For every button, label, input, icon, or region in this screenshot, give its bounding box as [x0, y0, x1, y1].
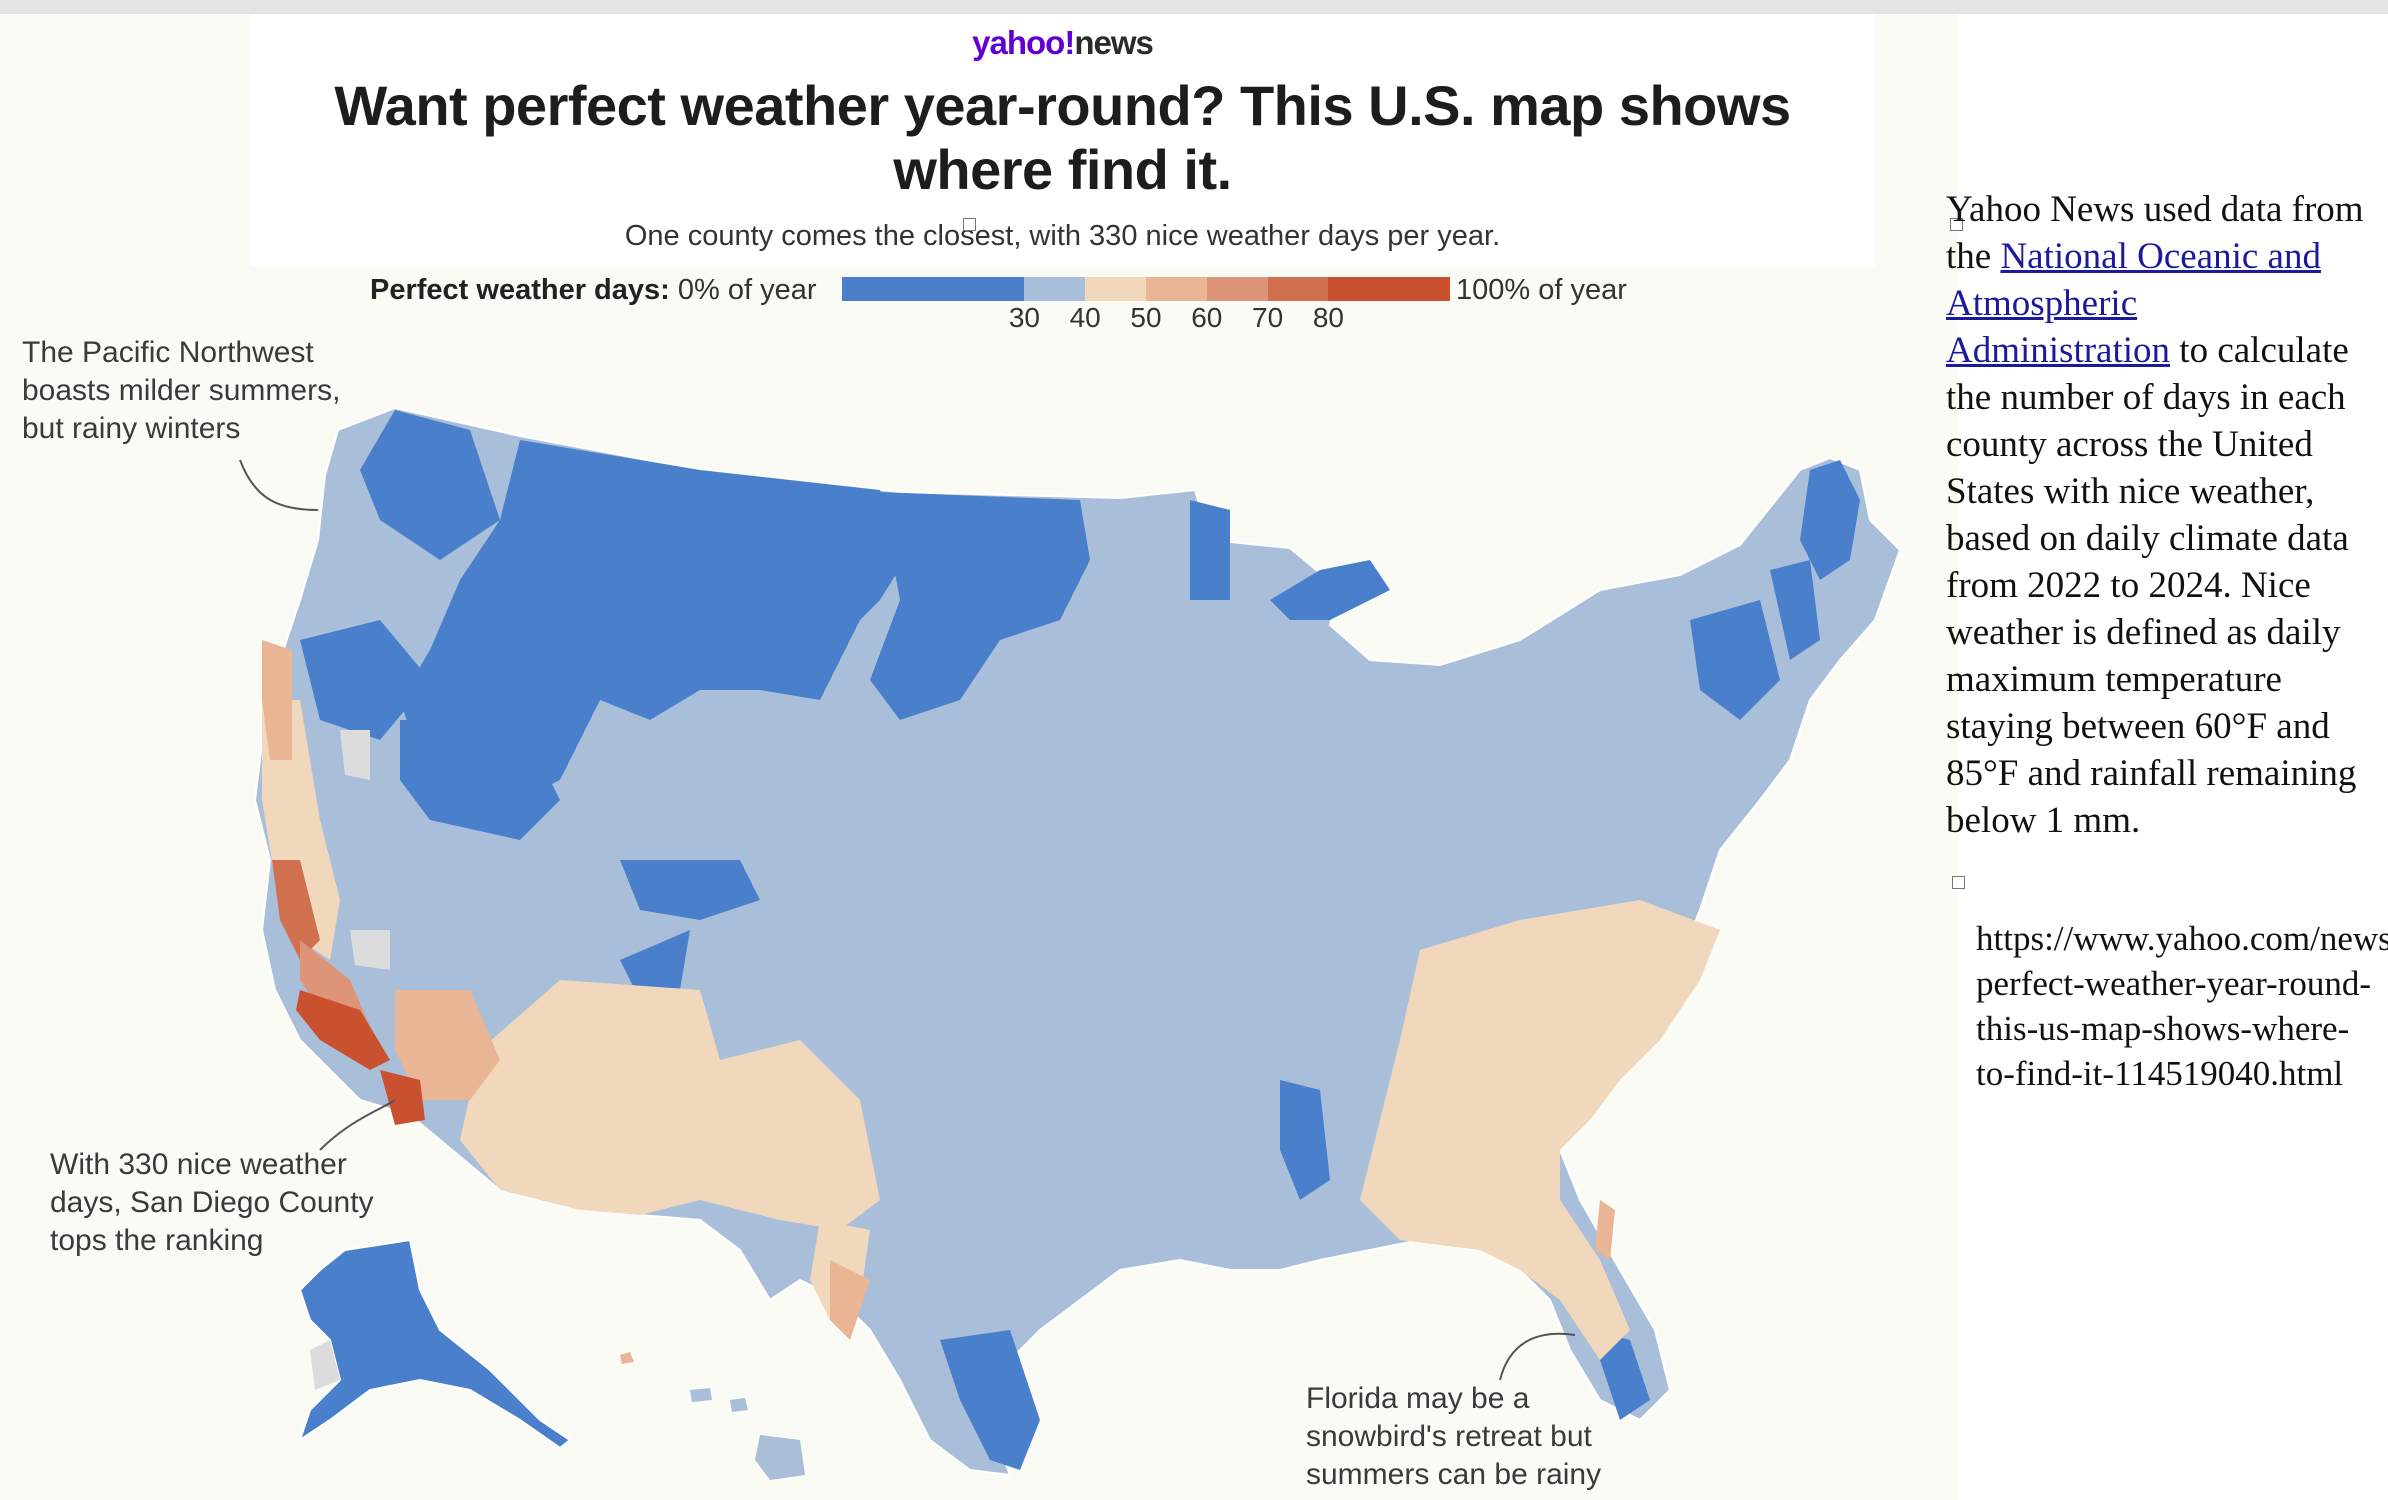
legend-end-label: 100% of year [1456, 274, 1627, 306]
text-cursor-marker [1950, 218, 1963, 231]
region-southeast-tan [1360, 900, 1720, 1360]
region-new-york-blue [1690, 600, 1780, 720]
hawaii-island-2 [690, 1388, 712, 1402]
article-headline: Want perfect weather year-round? This U.… [334, 74, 1791, 201]
region-colorado-blue [620, 860, 760, 920]
text-cursor-marker [963, 218, 976, 231]
region-idaho-nevada-blue [400, 720, 560, 840]
source-url[interactable]: https://www.yahoo.com/news/want-perfect-… [1976, 919, 2388, 1093]
san-diego-leader-line [319, 1099, 396, 1151]
yahoo-news-logo[interactable]: yahoo!news [250, 24, 1875, 62]
legend-bin-3 [1145, 277, 1207, 301]
region-no-data-nevada [340, 730, 370, 780]
text-cursor-marker [1952, 876, 1965, 889]
legend-bin-5 [1267, 277, 1329, 301]
legend-bin-4 [1206, 277, 1268, 301]
logo-brand: yahoo! [972, 24, 1075, 61]
browser-top-strip [0, 0, 2388, 14]
legend-tick-label: 40 [1069, 302, 1101, 333]
legend-bin-1 [1024, 277, 1086, 301]
methodology-text-start: Yahoo News used data from the [1946, 189, 2364, 277]
legend-start-label: 0% of year [677, 274, 817, 306]
legend-title: Perfect weather days: 0% of year [370, 274, 817, 307]
annotation-florida: Florida may be a snowbird's retreat but … [1306, 1382, 1602, 1491]
region-utah-blue [620, 930, 690, 1000]
region-pacific-nw-blue [360, 410, 500, 560]
region-san-diego-red [380, 1070, 425, 1125]
legend-bin-2 [1085, 277, 1146, 301]
region-maine-blue [1800, 460, 1860, 580]
region-oregon-blue [300, 620, 430, 740]
legend-tick-label: 50 [1130, 302, 1162, 333]
region-northern-rockies [400, 440, 905, 800]
hawaii-island-3 [730, 1398, 748, 1412]
hawaii-island-1 [620, 1352, 634, 1364]
region-northern-california-salmon [262, 640, 292, 760]
region-carolina-coast-salmon [1595, 1200, 1615, 1260]
region-nevada-arizona-salmon [395, 990, 500, 1100]
legend-bin-0 [842, 277, 1025, 301]
methodology-text-end: to calculate the number of days in each … [1946, 330, 2357, 841]
region-mississippi-blue [1280, 1080, 1330, 1200]
article-subhead: One county comes the closest, with 330 n… [624, 220, 1501, 252]
region-upper-michigan-blue [1270, 560, 1390, 620]
methodology-note: Yahoo News used data from the National O… [1946, 186, 2366, 844]
alaska-shape [298, 1238, 572, 1450]
annotation-san-diego: With 330 nice weather days, San Diego Co… [50, 1148, 374, 1257]
legend-tick-label: 70 [1252, 302, 1284, 333]
us-county-weather-map [239, 406, 1902, 1480]
alaska-no-data [310, 1340, 340, 1390]
region-minnesota-blue [1190, 500, 1230, 600]
region-no-data-california [350, 930, 390, 970]
legend-color-bar [842, 277, 1450, 301]
legend-tick-label: 80 [1312, 302, 1344, 333]
region-south-texas-blue [940, 1330, 1040, 1470]
legend-tick-label: 60 [1191, 302, 1223, 333]
region-nh-vt-blue [1770, 560, 1820, 660]
logo-section: news [1074, 24, 1154, 61]
region-central-california-orange [272, 860, 320, 960]
region-southwest-tan [460, 980, 880, 1230]
article-header: yahoo!news Want perfect weather year-rou… [250, 14, 1875, 266]
annotation-pacific-northwest: The Pacific Northwest boasts milder summ… [22, 336, 341, 445]
region-dakotas-blue [870, 492, 1090, 720]
legend-tick-label: 30 [1008, 302, 1040, 333]
region-los-angeles-red [296, 990, 390, 1070]
region-south-texas-salmon [830, 1260, 870, 1340]
noaa-link[interactable]: National Oceanic and Atmospheric Adminis… [1946, 236, 2321, 371]
legend-bin-6 [1328, 277, 1450, 301]
hawaii-island-4 [755, 1435, 805, 1480]
florida-leader-line [1499, 1332, 1576, 1381]
legend-title-bold: Perfect weather days: [370, 274, 670, 306]
pacific-northwest-leader-line [239, 459, 319, 511]
